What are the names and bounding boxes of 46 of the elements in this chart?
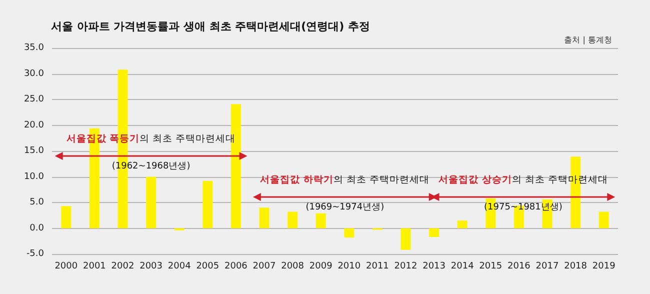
x-tick-label: 2014 [450,262,474,272]
source-note: 출처 | 통계청 [564,36,612,44]
annotation: 서울집값 하락기 [260,174,334,186]
y-tick-label: 25.0 [24,94,44,104]
annotation: 의 최초 주택마련세대 [334,174,430,186]
y-tick-label: 15.0 [24,146,44,156]
x-tick-label: 2013 [422,262,446,272]
bar [259,208,270,228]
x-tick-label: 2003 [140,262,163,272]
x-tick-label: 2002 [111,262,134,272]
x-tick-label: 2001 [82,262,106,272]
bar [457,220,468,228]
x-tick-label: 2010 [338,262,361,272]
bar [61,206,72,228]
bar [316,213,326,228]
y-tick-label: -5.0 [26,249,44,259]
bar [598,212,609,228]
x-tick-label: 2019 [592,262,616,272]
x-tick-label: 2000 [54,262,78,272]
x-tick-label: 2016 [507,262,531,272]
x-tick-label: 2017 [536,262,559,272]
x-tick-label: 2008 [281,262,304,272]
y-tick-label: 0.0 [30,223,44,234]
x-tick-label: 2006 [224,262,248,272]
annotation: 서울집값 상승기 [438,174,512,186]
bar [429,228,440,238]
x-tick-label: 2018 [564,262,588,272]
y-tick-label: 35.0 [24,43,44,53]
bar [344,228,354,238]
y-tick-label: 20.0 [24,120,44,130]
x-tick-label: 2009 [309,262,333,272]
x-tick-label: 2007 [252,262,276,272]
bar [400,228,411,250]
y-tick-label: 10.0 [24,172,44,182]
x-tick-label: 2011 [366,262,389,272]
y-tick-label: 5.0 [30,198,44,208]
bar [146,176,156,228]
x-tick-label: 2004 [168,262,192,272]
chart-title: 서울 아파트 가격변동률과 생애 최초 주택마련세대(연령대) 추정 [51,20,370,33]
y-tick-label: 30.0 [24,68,44,79]
bar [288,212,298,228]
x-tick-label: 2015 [479,262,502,272]
x-tick-label: 2012 [394,262,418,272]
annotation: (1969~1974년생) [306,202,384,212]
x-tick-label: 2005 [196,262,220,272]
bar [202,180,213,228]
